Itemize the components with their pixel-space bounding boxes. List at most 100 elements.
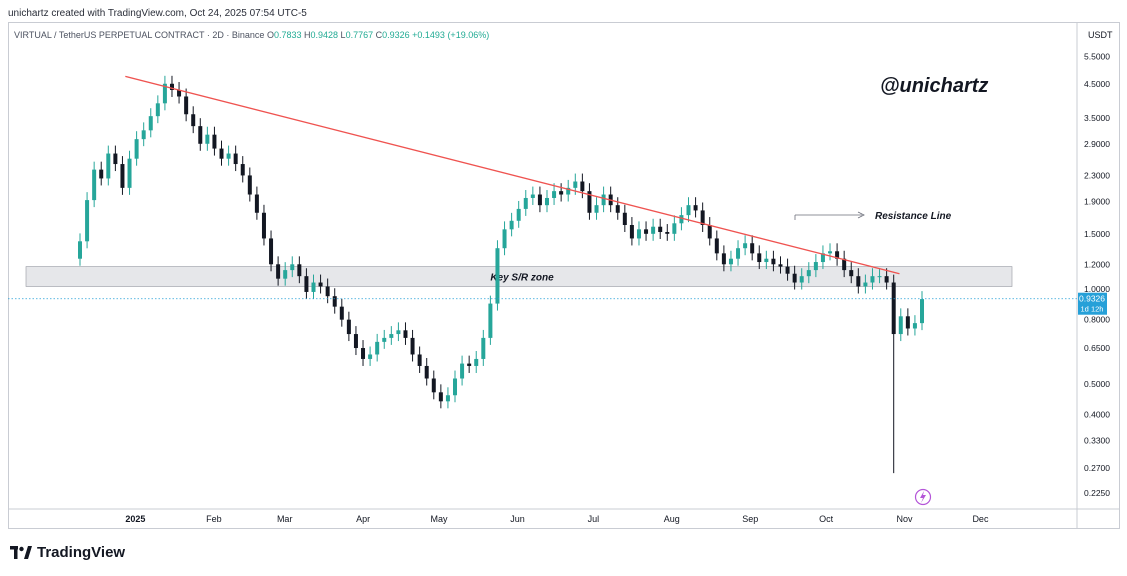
candle-body[interactable] (537, 194, 542, 206)
candle-body[interactable] (856, 276, 861, 287)
candle-body[interactable] (389, 334, 394, 338)
candle-body[interactable] (849, 270, 854, 277)
candle-body[interactable] (460, 363, 465, 379)
candle-body[interactable] (877, 276, 882, 278)
candle-body[interactable] (813, 262, 818, 271)
candle-body[interactable] (601, 194, 606, 206)
tradingview-logo[interactable]: TradingView (10, 544, 125, 561)
candle-body[interactable] (141, 130, 146, 140)
candle-body[interactable] (304, 276, 309, 292)
candle-body[interactable] (382, 337, 387, 342)
candle-body[interactable] (339, 306, 344, 320)
candle-body[interactable] (162, 83, 167, 104)
candle-body[interactable] (764, 258, 769, 263)
candle-body[interactable] (552, 191, 557, 198)
candle-body[interactable] (247, 175, 252, 195)
candle-body[interactable] (467, 363, 472, 366)
candle-body[interactable] (488, 303, 493, 338)
candle-body[interactable] (785, 266, 790, 274)
candle-body[interactable] (629, 224, 634, 239)
candle-body[interactable] (587, 191, 592, 213)
candle-body[interactable] (198, 126, 203, 144)
candle-body[interactable] (920, 299, 924, 324)
candle-body[interactable] (134, 139, 139, 159)
candle-body[interactable] (318, 282, 323, 287)
candle-body[interactable] (177, 89, 182, 97)
candle-body[interactable] (778, 264, 783, 267)
candle-body[interactable] (792, 273, 797, 283)
symbol-legend[interactable]: VIRTUAL / TetherUS PERPETUAL CONTRACT · … (14, 30, 489, 40)
candle-body[interactable] (658, 226, 663, 233)
candle-body[interactable] (573, 181, 578, 188)
candle-body[interactable] (714, 238, 719, 254)
candle-body[interactable] (665, 232, 670, 234)
candle-body[interactable] (707, 224, 712, 239)
candle-body[interactable] (594, 205, 599, 213)
candle-body[interactable] (233, 153, 238, 165)
candle-body[interactable] (580, 181, 585, 192)
candle-body[interactable] (431, 378, 436, 393)
candle-body[interactable] (290, 264, 295, 271)
candle-body[interactable] (424, 365, 429, 379)
candle-body[interactable] (884, 276, 889, 283)
candle-body[interactable] (368, 354, 373, 359)
candle-body[interactable] (686, 205, 691, 216)
candle-body[interactable] (835, 251, 840, 259)
candle-body[interactable] (509, 220, 514, 230)
candle-body[interactable] (120, 164, 125, 188)
candle-body[interactable] (672, 223, 677, 234)
candle-body[interactable] (743, 243, 748, 249)
candle-body[interactable] (311, 282, 316, 292)
last-price-tag[interactable] (1078, 292, 1107, 315)
candle-body[interactable] (99, 169, 104, 179)
candle-body[interactable] (403, 330, 408, 338)
candle-body[interactable] (219, 148, 224, 159)
candle-body[interactable] (870, 276, 875, 283)
resistance-trendline[interactable] (125, 75, 900, 275)
candle-body[interactable] (92, 169, 97, 201)
candle-body[interactable] (375, 341, 380, 355)
candle-body[interactable] (644, 229, 649, 234)
candle-body[interactable] (346, 319, 351, 335)
candle-body[interactable] (750, 243, 755, 254)
candle-body[interactable] (283, 270, 288, 279)
candle-body[interactable] (240, 164, 245, 176)
candle-body[interactable] (276, 264, 281, 279)
candle-body[interactable] (615, 205, 620, 213)
candle-body[interactable] (191, 114, 196, 127)
candle-body[interactable] (254, 194, 259, 213)
candle-body[interactable] (169, 83, 174, 90)
candle-body[interactable] (85, 200, 90, 242)
candle-body[interactable] (184, 96, 189, 115)
candle-body[interactable] (297, 264, 302, 277)
candle-body[interactable] (495, 248, 500, 304)
candle-body[interactable] (721, 253, 726, 265)
candle-body[interactable] (799, 276, 804, 283)
candle-body[interactable] (445, 395, 450, 402)
candle-body[interactable] (828, 251, 833, 254)
candle-body[interactable] (863, 282, 868, 287)
candle-body[interactable] (127, 158, 132, 188)
candle-body[interactable] (559, 191, 564, 195)
candle-body[interactable] (516, 208, 521, 221)
candle-body[interactable] (891, 282, 896, 335)
candle-body[interactable] (113, 153, 118, 165)
candle-body[interactable] (106, 153, 111, 179)
candle-body[interactable] (700, 210, 705, 225)
candle-body[interactable] (155, 103, 160, 117)
candle-body[interactable] (361, 348, 366, 359)
candle-body[interactable] (905, 316, 910, 329)
candle-body[interactable] (544, 197, 549, 206)
price-axis-unit[interactable]: USDT (1088, 30, 1113, 40)
candle-body[interactable] (523, 197, 528, 209)
candle-body[interactable] (912, 323, 917, 329)
candle-body[interactable] (622, 212, 627, 225)
candle-body[interactable] (325, 286, 330, 297)
candle-body[interactable] (820, 253, 825, 263)
candle-body[interactable] (332, 296, 337, 307)
candle-body[interactable] (651, 226, 656, 234)
candle-body[interactable] (212, 134, 217, 149)
candle-body[interactable] (679, 215, 684, 224)
candle-body[interactable] (205, 134, 210, 144)
